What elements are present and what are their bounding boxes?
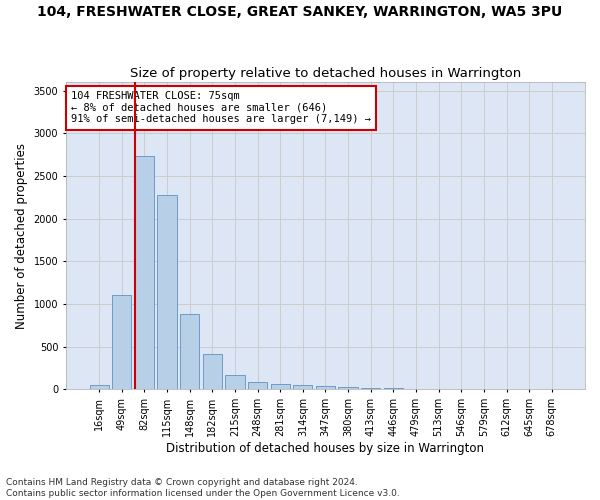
Bar [203,354,222,390]
Bar [293,385,313,390]
Bar [384,388,403,390]
Bar [338,388,358,390]
Bar [406,388,425,390]
Text: 104, FRESHWATER CLOSE, GREAT SANKEY, WARRINGTON, WA5 3PU: 104, FRESHWATER CLOSE, GREAT SANKEY, WAR… [37,5,563,19]
Title: Size of property relative to detached houses in Warrington: Size of property relative to detached ho… [130,66,521,80]
Bar [157,195,176,390]
Bar [271,384,290,390]
Bar [135,156,154,390]
X-axis label: Distribution of detached houses by size in Warrington: Distribution of detached houses by size … [166,442,484,455]
Bar [248,382,267,390]
Text: 104 FRESHWATER CLOSE: 75sqm
← 8% of detached houses are smaller (646)
91% of sem: 104 FRESHWATER CLOSE: 75sqm ← 8% of deta… [71,92,371,124]
Bar [112,295,131,390]
Bar [180,314,199,390]
Y-axis label: Number of detached properties: Number of detached properties [15,142,28,328]
Bar [226,376,245,390]
Text: Contains HM Land Registry data © Crown copyright and database right 2024.
Contai: Contains HM Land Registry data © Crown c… [6,478,400,498]
Bar [361,388,380,390]
Bar [316,386,335,390]
Bar [89,385,109,390]
